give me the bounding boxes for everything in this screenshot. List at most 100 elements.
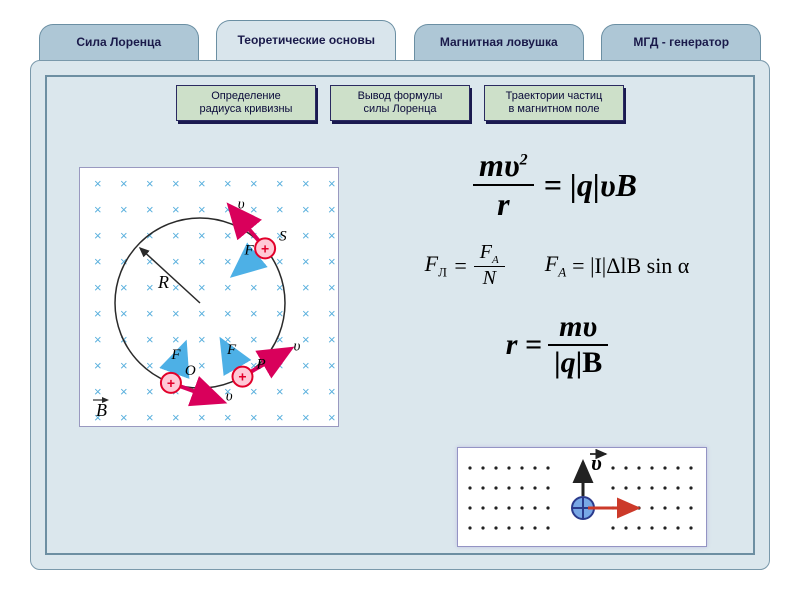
svg-text:×: ×: [172, 202, 180, 217]
svg-text:×: ×: [302, 176, 310, 191]
svg-text:×: ×: [94, 280, 102, 295]
svg-text:×: ×: [120, 228, 128, 243]
eq3-rhs: = |I|ΔlB sin α: [572, 253, 689, 279]
svg-text:×: ×: [224, 202, 232, 217]
svg-text:×: ×: [94, 358, 102, 373]
svg-text:×: ×: [224, 410, 232, 425]
svg-text:×: ×: [250, 176, 258, 191]
eq4-den-pre: |: [554, 346, 561, 379]
svg-text:+: +: [238, 369, 246, 385]
tab-theory[interactable]: Теоретические основы: [216, 20, 396, 60]
svg-text:×: ×: [250, 306, 258, 321]
svg-text:×: ×: [302, 384, 310, 399]
svg-text:×: ×: [302, 358, 310, 373]
svg-text:S: S: [279, 228, 287, 244]
svg-text:×: ×: [172, 254, 180, 269]
svg-text:×: ×: [224, 228, 232, 243]
svg-text:+: +: [261, 240, 269, 256]
svg-text:×: ×: [146, 384, 154, 399]
field-crosses: × × × × × × × × × × × × × × × × × × × × × × × × × × × × × × × × × × × × × × × ×…: [94, 176, 336, 425]
tab-label: Сила Лоренца: [76, 36, 161, 49]
eq2-num-sub: A: [492, 254, 499, 266]
svg-text:υ: υ: [294, 339, 301, 355]
svg-text:×: ×: [146, 280, 154, 295]
svg-text:×: ×: [94, 306, 102, 321]
eq1-num: mυ: [479, 147, 520, 183]
diagram-svg: × × × × × × × × × × × × × × × × × × × × × × × × × × × × × × × × × × × × × × × ×…: [80, 168, 340, 428]
subtab-formula-derivation[interactable]: Вывод формулы силы Лоренца: [330, 85, 470, 121]
tab-mhd-generator[interactable]: МГД - генератор: [601, 24, 761, 60]
formula-area: mυ2 r = |q|υB FЛ = FA N: [377, 147, 737, 427]
svg-text:×: ×: [146, 332, 154, 347]
svg-text:×: ×: [328, 228, 336, 243]
svg-text:×: ×: [302, 254, 310, 269]
svg-text:×: ×: [276, 306, 284, 321]
svg-text:×: ×: [276, 176, 284, 191]
main-tab-row: Сила Лоренца Теоретические основы Магнит…: [0, 24, 800, 64]
svg-text:×: ×: [94, 228, 102, 243]
svg-text:×: ×: [302, 410, 310, 425]
svg-text:×: ×: [198, 332, 206, 347]
subtab-label: Вывод формулы силы Лоренца: [341, 90, 459, 116]
small-diag-svg: υ: [458, 448, 708, 548]
svg-text:×: ×: [302, 306, 310, 321]
svg-text:×: ×: [328, 280, 336, 295]
eq2-lhs-sub: Л: [438, 264, 447, 279]
eq2-lhs: F: [425, 251, 438, 276]
eq4-lhs: r =: [506, 328, 542, 362]
svg-text:×: ×: [328, 202, 336, 217]
eq2-num: F: [480, 241, 492, 263]
svg-text:×: ×: [198, 410, 206, 425]
svg-text:×: ×: [94, 176, 102, 191]
eq1-den: r: [473, 186, 534, 223]
svg-text:×: ×: [198, 254, 206, 269]
svg-text:×: ×: [224, 176, 232, 191]
field-out-diagram: υ: [457, 447, 707, 547]
eq-ampere: FA = |I|ΔlB sin α: [545, 241, 690, 290]
svg-text:O: O: [185, 363, 196, 379]
subtab-label: Траектории частиц в магнитном поле: [495, 90, 613, 116]
subtab-radius[interactable]: Определение радиуса кривизны: [176, 85, 316, 121]
svg-text:×: ×: [172, 228, 180, 243]
svg-text:×: ×: [276, 358, 284, 373]
eq1-rhs-pre: = |: [544, 167, 577, 203]
svg-text:×: ×: [224, 306, 232, 321]
eq3-lhs-sub: A: [558, 264, 566, 279]
svg-text:×: ×: [172, 332, 180, 347]
subtab-trajectories[interactable]: Траектории частиц в магнитном поле: [484, 85, 624, 121]
svg-text:×: ×: [146, 306, 154, 321]
tab-lorentz-force[interactable]: Сила Лоренца: [39, 24, 199, 60]
svg-text:×: ×: [328, 254, 336, 269]
svg-text:×: ×: [328, 410, 336, 425]
svg-text:P: P: [256, 357, 266, 373]
svg-text:F: F: [244, 243, 255, 259]
tab-magnetic-trap[interactable]: Магнитная ловушка: [414, 24, 584, 60]
svg-text:×: ×: [302, 280, 310, 295]
eq1-rhs-post: |υB: [593, 167, 637, 203]
svg-text:×: ×: [302, 202, 310, 217]
eq3-lhs: F: [545, 251, 558, 276]
label-B: B: [96, 400, 107, 420]
eq1-q: q: [577, 167, 593, 203]
svg-text:×: ×: [328, 306, 336, 321]
svg-text:×: ×: [198, 176, 206, 191]
eq-radius: r = mυ |q|B: [377, 310, 737, 380]
svg-text:×: ×: [120, 280, 128, 295]
svg-text:×: ×: [198, 202, 206, 217]
svg-text:×: ×: [120, 358, 128, 373]
circular-motion-diagram: × × × × × × × × × × × × × × × × × × × × × × × × × × × × × × × × × × × × × × × ×…: [79, 167, 339, 427]
svg-text:×: ×: [224, 254, 232, 269]
svg-text:×: ×: [276, 202, 284, 217]
svg-text:×: ×: [328, 358, 336, 373]
eq4-den-q: q: [561, 346, 576, 379]
svg-text:×: ×: [276, 384, 284, 399]
svg-text:×: ×: [172, 176, 180, 191]
svg-text:×: ×: [120, 176, 128, 191]
svg-text:×: ×: [302, 332, 310, 347]
eq1-sup: 2: [520, 151, 528, 168]
svg-text:υ: υ: [226, 389, 233, 405]
eq-lorentz: FЛ = FA N: [425, 241, 505, 290]
svg-text:×: ×: [198, 306, 206, 321]
tab-label: Магнитная ловушка: [440, 36, 558, 49]
svg-text:×: ×: [250, 384, 258, 399]
